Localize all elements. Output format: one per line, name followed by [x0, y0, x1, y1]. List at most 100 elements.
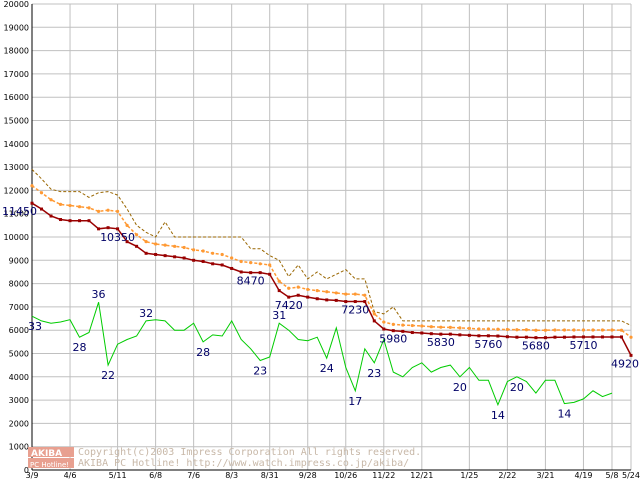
data-label: 20	[453, 381, 467, 394]
data-point-avg	[477, 327, 481, 331]
data-label: 8470	[237, 275, 265, 288]
data-point-avg	[382, 320, 386, 324]
data-point-price	[144, 251, 148, 255]
data-point-price	[325, 298, 329, 302]
series-line-shops	[31, 302, 613, 407]
y-tick-label: 0	[24, 466, 29, 475]
data-label: 5710	[569, 339, 597, 352]
data-point-avg	[296, 285, 300, 289]
data-point-avg	[505, 327, 509, 332]
data-point-price	[334, 298, 338, 302]
y-tick-label: 13000	[4, 163, 29, 172]
data-label: 22	[101, 369, 115, 382]
data-point-avg	[163, 243, 167, 247]
data-point-avg	[486, 327, 490, 331]
data-point-avg	[134, 233, 139, 237]
data-point-price	[125, 240, 129, 244]
y-tick-label: 2000	[9, 419, 29, 428]
y-tick-label: 12000	[4, 186, 29, 195]
data-point-avg	[96, 209, 101, 213]
data-point-avg	[201, 249, 205, 253]
data-point-avg	[192, 248, 196, 252]
data-point-avg	[115, 209, 120, 213]
data-point-avg	[496, 327, 500, 331]
data-point-price	[429, 332, 433, 336]
data-point-avg	[239, 259, 243, 264]
data-point-price	[477, 334, 481, 338]
data-point-avg	[353, 292, 357, 296]
data-label: 5830	[427, 336, 455, 349]
data-point-price	[258, 271, 262, 275]
data-point-avg	[572, 328, 576, 332]
data-point-avg	[543, 328, 548, 332]
data-point-avg	[258, 262, 262, 266]
y-tick-label: 7000	[9, 303, 29, 312]
y-tick-label: 17000	[4, 70, 29, 79]
series-line-price	[31, 202, 632, 356]
data-point-avg	[534, 328, 538, 332]
data-point-price	[87, 219, 91, 223]
y-tick-label: 20000	[4, 0, 29, 9]
y-tick-label: 19000	[4, 23, 29, 32]
data-point-price	[135, 244, 139, 248]
y-tick-label: 4000	[9, 373, 29, 382]
y-tick-label: 11000	[4, 210, 29, 219]
data-point-price	[78, 219, 82, 223]
x-tick-label: 1/25	[460, 471, 478, 480]
x-tick-label: 4/19	[574, 471, 592, 480]
data-label: 23	[367, 367, 381, 380]
akiba-logo-top-text: AKIBA	[31, 449, 62, 459]
data-point-avg	[58, 202, 63, 206]
data-label: 36	[92, 288, 106, 301]
data-point-avg	[619, 328, 624, 332]
data-point-avg	[629, 335, 633, 339]
y-tick-label: 14000	[4, 140, 29, 149]
data-label: 10350	[100, 231, 135, 244]
data-point-avg	[334, 291, 338, 295]
x-tick-label: 12/21	[410, 471, 433, 480]
data-point-avg	[220, 252, 224, 257]
data-label: 14	[491, 409, 505, 422]
data-point-price	[591, 335, 595, 339]
data-point-avg	[448, 325, 452, 330]
data-point-price	[97, 227, 101, 231]
copyright-watermark: AKIBA PC Hotline! Copyright(c)2003 Impre…	[28, 447, 421, 469]
copyright-line: Copyright(c)2003 Impress Corporation All…	[78, 447, 421, 458]
x-tick-label: 4/6	[64, 471, 77, 480]
data-point-price	[572, 335, 576, 339]
data-label: 11450	[2, 205, 37, 218]
data-point-avg	[277, 279, 281, 283]
data-point-avg	[77, 205, 82, 209]
data-label: 32	[139, 307, 153, 320]
data-point-price	[486, 334, 490, 338]
data-point-price	[372, 319, 376, 323]
data-point-price	[68, 219, 72, 223]
akiba-logo-top	[28, 447, 74, 457]
data-label: 28	[196, 346, 210, 359]
data-point-price	[562, 335, 566, 339]
data-point-price	[287, 295, 291, 299]
y-axis: 0 1000 2000 3000 4000 5000 6000 7000 8000 9000 100…	[4, 0, 29, 475]
data-point-avg	[182, 245, 186, 250]
data-point-avg	[154, 242, 158, 246]
data-point-avg	[268, 263, 272, 267]
data-point-avg	[287, 286, 291, 290]
data-label: 31	[272, 309, 286, 322]
data-point-price	[315, 297, 319, 301]
data-point-avg	[553, 328, 557, 332]
data-label: 33	[28, 320, 42, 333]
data-point-avg	[363, 293, 367, 297]
data-point-price	[116, 227, 120, 231]
data-point-price	[154, 252, 158, 256]
data-point-avg	[524, 328, 529, 332]
data-point-price	[353, 300, 357, 304]
data-point-avg	[211, 251, 215, 255]
data-point-price	[467, 333, 471, 337]
x-tick-label: 5/11	[109, 471, 127, 480]
data-point-avg	[515, 328, 519, 332]
y-tick-label: 18000	[4, 47, 29, 56]
data-point-price	[40, 207, 44, 211]
data-point-price	[296, 293, 300, 297]
data-point-avg	[306, 287, 310, 292]
